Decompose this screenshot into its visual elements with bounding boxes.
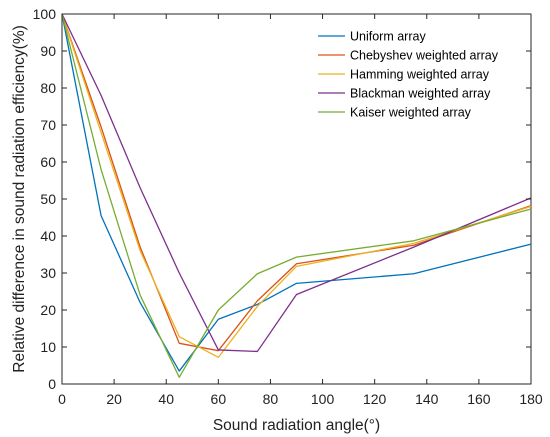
x-tick-label: 160 xyxy=(467,391,491,407)
y-tick-label: 90 xyxy=(40,43,56,59)
series-line-5 xyxy=(61,13,532,378)
series-line-3 xyxy=(61,13,532,359)
y-tick-label: 20 xyxy=(40,302,56,318)
plot-frame xyxy=(61,13,532,385)
y-tick-label: 100 xyxy=(33,6,57,22)
x-tick-label: 40 xyxy=(158,391,174,407)
y-tick-label: 10 xyxy=(40,339,56,355)
x-tick-label: 20 xyxy=(106,391,122,407)
y-tick-label: 70 xyxy=(40,117,56,133)
x-tick-label: 0 xyxy=(58,391,66,407)
x-axis-title: Sound radiation angle(°) xyxy=(213,417,380,434)
x-tick-label: 120 xyxy=(363,391,387,407)
legend-label: Chebyshev weighted array xyxy=(350,49,499,63)
x-tick-label: 60 xyxy=(211,391,227,407)
x-tick-label: 100 xyxy=(311,391,335,407)
x-tick-label: 80 xyxy=(263,391,279,407)
y-tick-label: 30 xyxy=(40,265,56,281)
y-tick-label: 40 xyxy=(40,228,56,244)
x-tick-label: 140 xyxy=(415,391,439,407)
y-tick-label: 80 xyxy=(40,80,56,96)
legend-label: Uniform array xyxy=(350,30,426,44)
legend: Uniform array Chebyshev weighted array Ham… xyxy=(318,30,499,120)
y-axis-title: Relative difference in sound radiation e… xyxy=(11,25,28,373)
legend-label: Blackman weighted array xyxy=(350,87,491,101)
y-tick-label: 0 xyxy=(48,376,56,392)
legend-label: Hamming weighted array xyxy=(350,68,490,82)
ticks-layer: 0 20 40 60 80 100 120 140 160 180 0 10 20 30 40 50 60 70 8… xyxy=(33,6,543,407)
y-tick-label: 60 xyxy=(40,154,56,170)
series-line-4 xyxy=(61,13,532,353)
x-tick-label: 180 xyxy=(519,391,543,407)
series-line-1 xyxy=(61,13,532,372)
legend-label: Kaiser weighted array xyxy=(350,106,472,120)
y-tick-label: 50 xyxy=(40,191,56,207)
series-layer xyxy=(61,13,532,378)
